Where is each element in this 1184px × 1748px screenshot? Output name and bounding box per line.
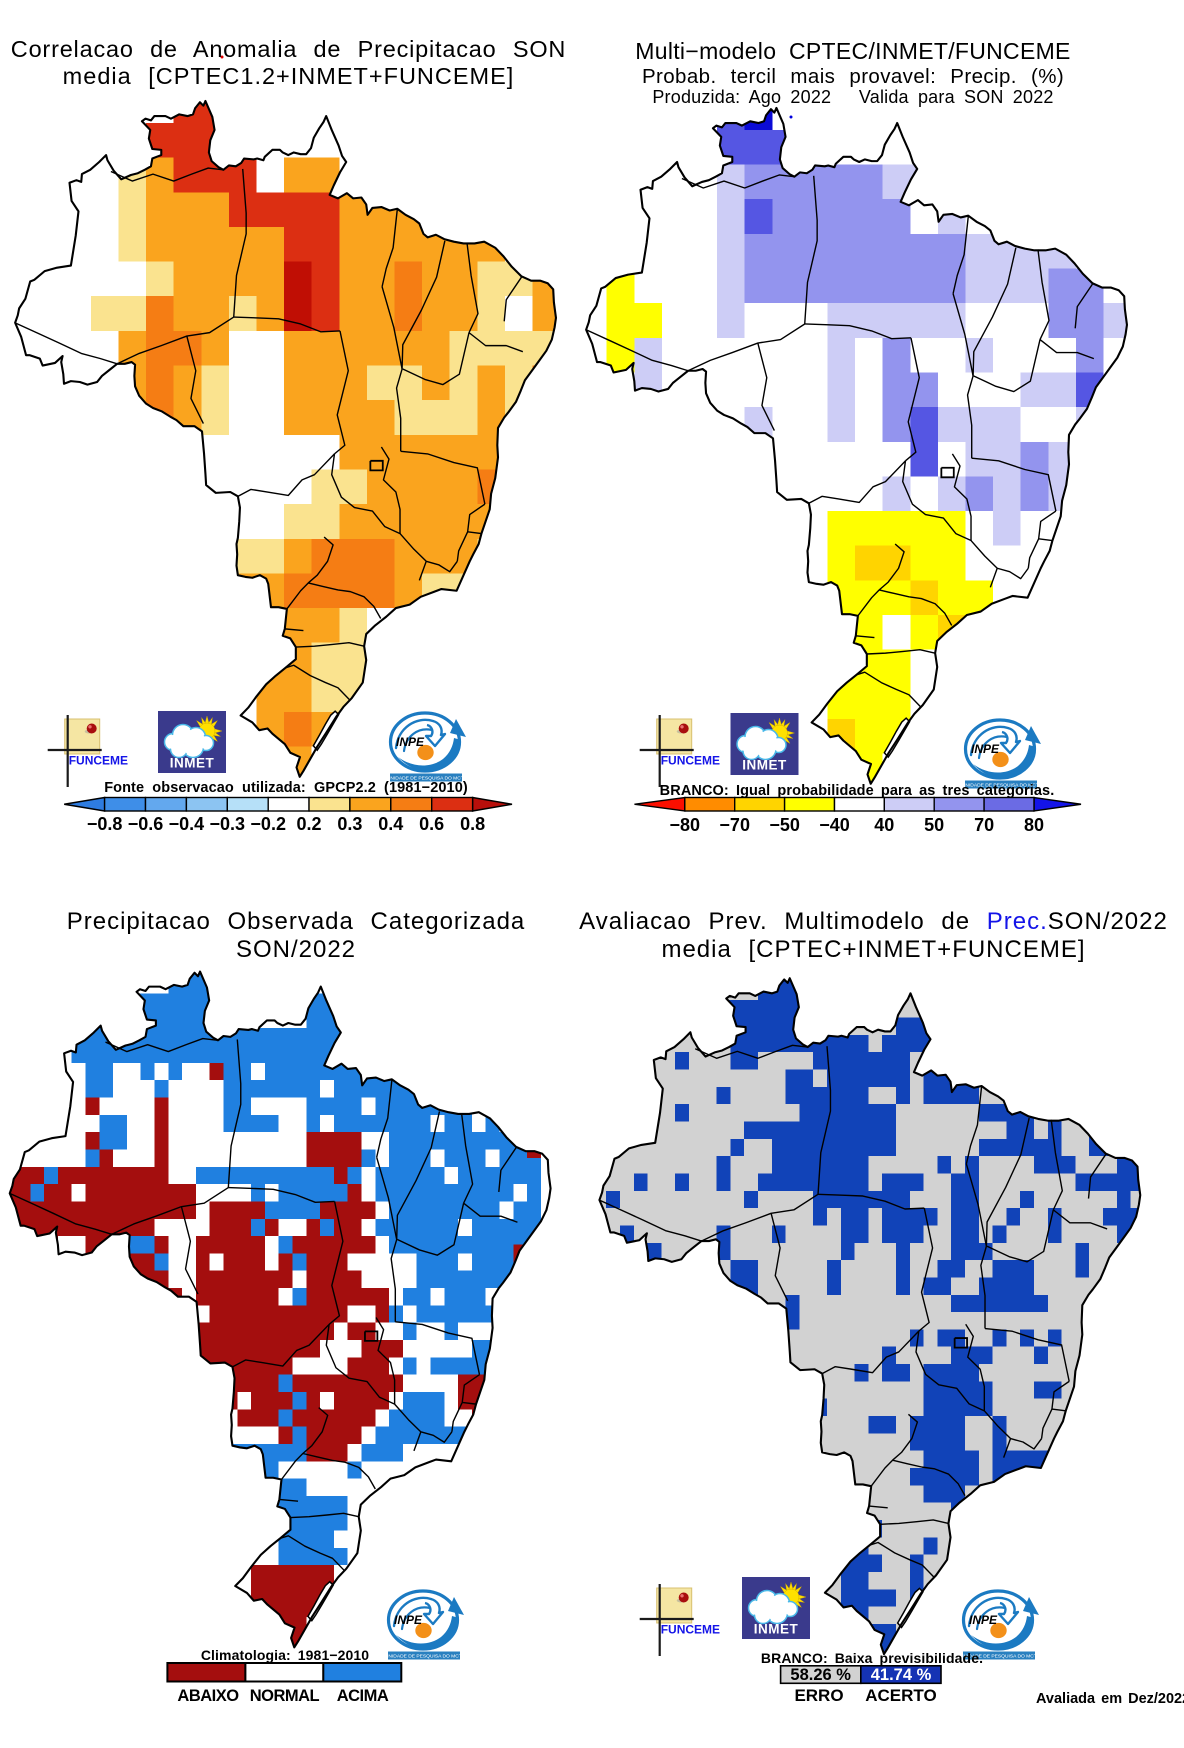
svg-text:−40: −40 [819, 815, 850, 835]
svg-text:INMET: INMET [170, 756, 215, 771]
svg-text:−80: −80 [670, 815, 701, 835]
svg-text:0.4: 0.4 [378, 814, 403, 834]
svg-text:UNIDADE DE PESQUISA DO MCTI: UNIDADE DE PESQUISA DO MCTI [962, 783, 1040, 789]
svg-text:NORMAL: NORMAL [250, 1687, 320, 1705]
svg-text:−0.2: −0.2 [250, 814, 286, 834]
svg-text:−0.3: −0.3 [210, 814, 246, 834]
svg-text:40: 40 [874, 815, 894, 835]
svg-text:41.74 %: 41.74 % [871, 1666, 932, 1684]
svg-text:−0.4: −0.4 [169, 814, 205, 834]
svg-text:ERRO: ERRO [794, 1686, 843, 1705]
svg-text:−50: −50 [769, 815, 800, 835]
svg-text:58.26 %: 58.26 % [790, 1666, 851, 1684]
svg-text:INMET: INMET [754, 1622, 799, 1637]
svg-text:0.8: 0.8 [460, 814, 485, 834]
svg-text:−70: −70 [719, 815, 750, 835]
svg-text:UNIDADE DE PESQUISA DO MCTI: UNIDADE DE PESQUISA DO MCTI [387, 776, 465, 782]
svg-text:50: 50 [924, 815, 944, 835]
svg-text:−0.6: −0.6 [128, 814, 164, 834]
svg-text:UNIDADE DE PESQUISA DO MCTI: UNIDADE DE PESQUISA DO MCTI [960, 1654, 1038, 1660]
svg-text:70: 70 [974, 815, 994, 835]
svg-text:−0.8: −0.8 [87, 814, 123, 834]
svg-text:ABAIXO: ABAIXO [177, 1687, 239, 1705]
svg-text:INPE: INPE [394, 1613, 423, 1627]
svg-text:INPE: INPE [396, 735, 425, 749]
svg-text:FUNCEME: FUNCEME [69, 754, 128, 768]
svg-text:80: 80 [1024, 815, 1044, 835]
svg-text:INMET: INMET [742, 758, 787, 773]
svg-text:FUNCEME: FUNCEME [661, 754, 720, 768]
svg-text:ACERTO: ACERTO [865, 1686, 936, 1705]
svg-text:0.2: 0.2 [296, 814, 321, 834]
svg-text:0.3: 0.3 [337, 814, 362, 834]
svg-text:UNIDADE DE PESQUISA DO MCTI: UNIDADE DE PESQUISA DO MCTI [385, 1654, 463, 1660]
svg-text:INPE: INPE [971, 742, 1000, 756]
svg-text:INPE: INPE [969, 1613, 998, 1627]
svg-text:ACIMA: ACIMA [337, 1687, 389, 1705]
svg-text:0.6: 0.6 [419, 814, 444, 834]
svg-text:FUNCEME: FUNCEME [661, 1623, 720, 1637]
